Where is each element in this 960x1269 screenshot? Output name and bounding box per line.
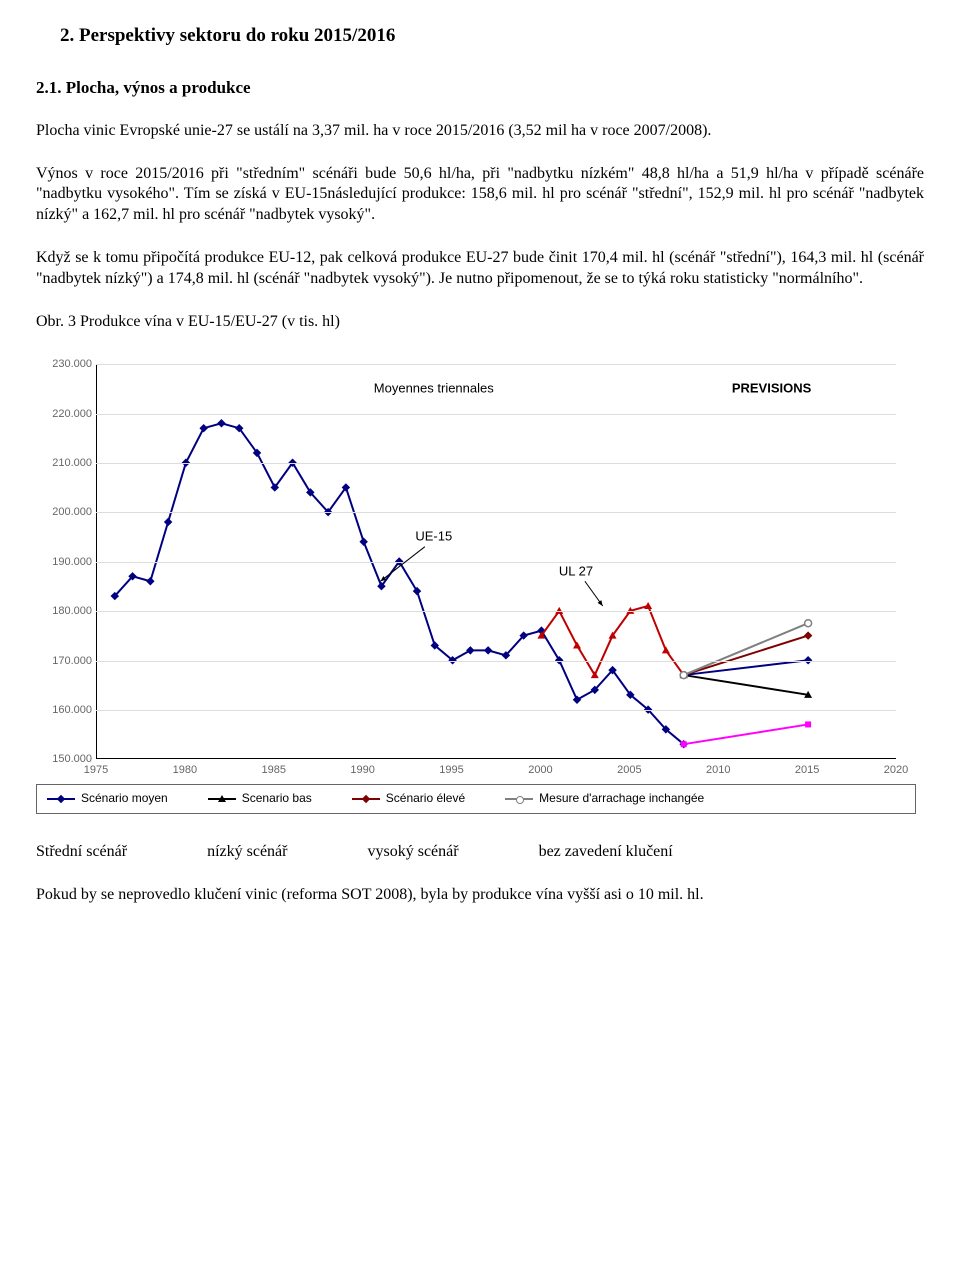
scenario-labels-row: Střední scénář nízký scénář vysoký scéná… xyxy=(36,842,924,863)
body-paragraph-3: Když se k tomu připočítá produkce EU-12,… xyxy=(36,248,924,290)
chart-plot-area: 150.000160.000170.000180.000190.000200.0… xyxy=(36,354,916,784)
scenario-no-grubbing: bez zavedení klučení xyxy=(539,842,673,863)
chart-legend: Scénario moyenScenario basScénario élevé… xyxy=(36,784,916,814)
scenario-high: vysoký scénář xyxy=(367,842,458,863)
body-paragraph-1: Plocha vinic Evropské unie-27 se ustálí … xyxy=(36,121,924,142)
section-heading: 2. Perspektivy sektoru do roku 2015/2016 xyxy=(36,24,924,49)
legend-item: Scenario bas xyxy=(208,791,312,807)
body-paragraph-2: Výnos v roce 2015/2016 při "středním" sc… xyxy=(36,164,924,226)
chart-container: 150.000160.000170.000180.000190.000200.0… xyxy=(36,354,916,814)
scenario-middle: Střední scénář xyxy=(36,842,127,863)
scenario-low: nízký scénář xyxy=(207,842,287,863)
figure-caption: Obr. 3 Produkce vína v EU-15/EU-27 (v ti… xyxy=(36,312,924,333)
subsection-heading: 2.1. Plocha, výnos a produkce xyxy=(36,77,924,99)
body-paragraph-last: Pokud by se neprovedlo klučení vinic (re… xyxy=(36,885,924,906)
